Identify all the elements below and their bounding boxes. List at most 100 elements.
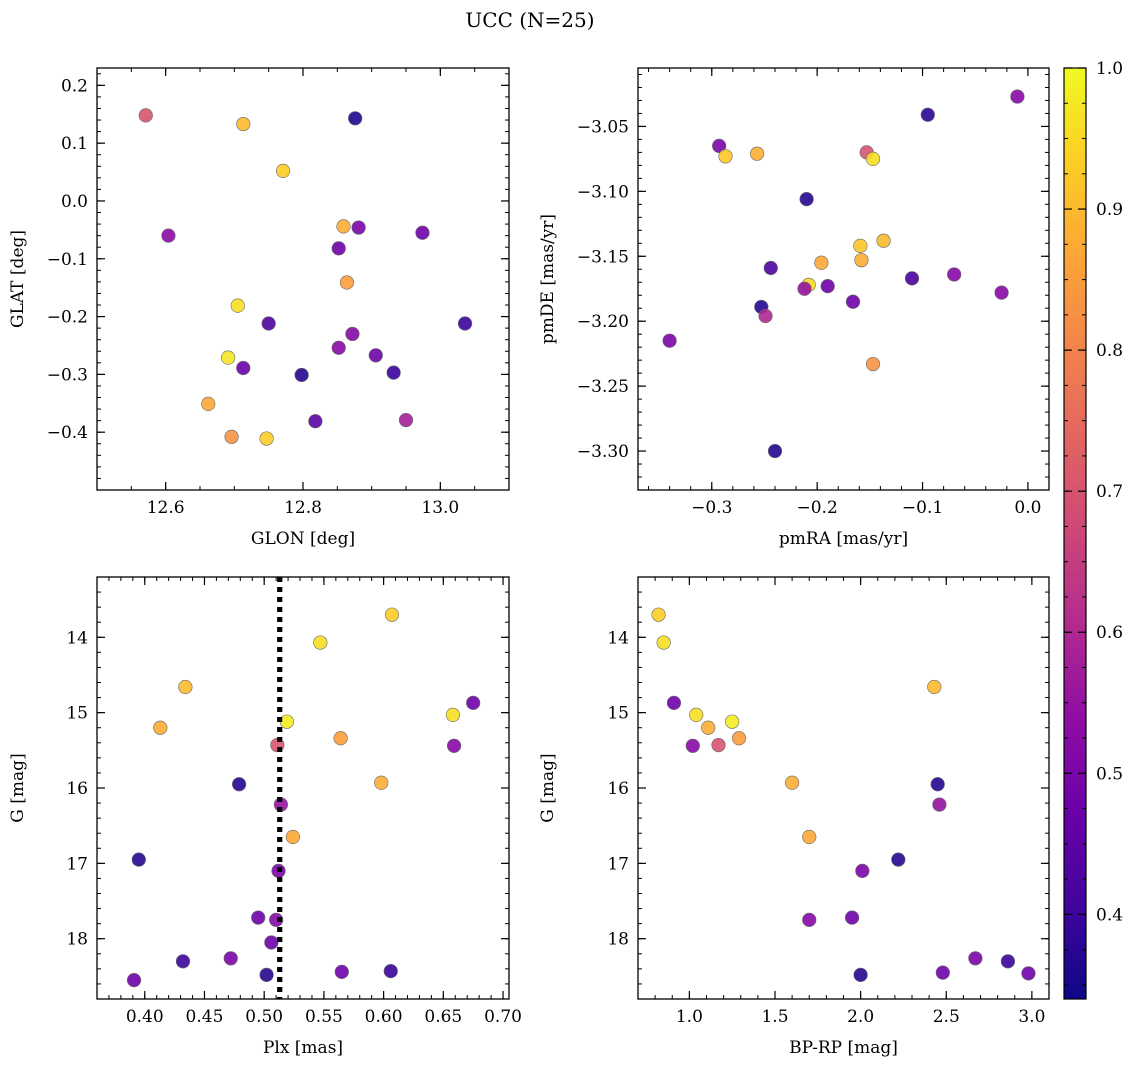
scatter-point (968, 951, 983, 966)
y-tick-label: −3.30 (577, 442, 629, 462)
scatter-point (308, 414, 323, 429)
y-tick-label: 14 (66, 628, 88, 648)
scatter-point (232, 777, 247, 792)
scatter-point (930, 777, 945, 792)
x-tick-label: 1.5 (761, 1007, 788, 1027)
x-tick-label: 2.5 (933, 1007, 960, 1027)
scatter-point (339, 275, 355, 290)
ticks (97, 576, 509, 1000)
scatter-point (221, 350, 236, 365)
scatter-point (445, 707, 460, 723)
scatter-point (368, 348, 383, 363)
scatter-point (259, 431, 274, 446)
y-axis-label: G [mag] (8, 753, 28, 822)
scatter-points (126, 577, 481, 999)
y-tick-label: 18 (66, 930, 88, 950)
scatter-point (767, 443, 783, 459)
y-tick-label: 18 (607, 930, 629, 950)
scatter-point (269, 912, 284, 927)
colorbar-tick-label: 0.7 (1096, 482, 1123, 502)
scatter-point (662, 333, 677, 348)
scatter-point (994, 285, 1009, 300)
scatter-point (865, 151, 881, 166)
scatter-point (384, 607, 400, 622)
scatter-point (285, 829, 300, 845)
scatter-point (230, 298, 245, 313)
panel-bprp-g: 1.0 1.5 2.0 2.5 3.0 14 15 16 17 18 BP-RP [mag] G [m… (538, 576, 1050, 1058)
scatter-point (331, 241, 346, 256)
y-tick-label: −0.3 (47, 365, 88, 385)
scatter-point (712, 138, 727, 154)
scatter-point (138, 108, 153, 123)
scatter-point (131, 852, 146, 867)
plot-frame (96, 67, 510, 491)
scatter-point (758, 308, 773, 324)
scatter-point (853, 238, 868, 253)
x-tick-label: 0.40 (126, 1007, 164, 1027)
scatter-point (275, 163, 291, 178)
scatter-point (904, 271, 920, 286)
y-tick-label: −0.2 (47, 308, 88, 328)
scatter-point (1010, 89, 1025, 104)
y-tick-label: 15 (66, 704, 88, 724)
panel-plx-g: 0.40 0.45 0.50 0.55 0.60 0.65 0.70 14 15 16 17 18 Pl… (8, 576, 522, 1058)
scatter-point (731, 731, 747, 746)
y-axis-label: pmDE [mas/yr] (538, 214, 558, 344)
x-tick-label: 0.65 (424, 1007, 462, 1027)
scatter-point (854, 253, 869, 268)
colorbar-tick-label: 0.6 (1096, 623, 1123, 643)
scatter-point (799, 192, 814, 207)
y-tick-label: −3.15 (577, 247, 629, 267)
colorbar-tick-label: 0.5 (1096, 764, 1123, 784)
y-tick-label: 17 (66, 854, 88, 874)
x-tick-label: 0.50 (245, 1007, 283, 1027)
x-tick-label: −0.3 (691, 498, 732, 518)
y-tick-label: 16 (607, 779, 629, 799)
plot-frame (637, 576, 1050, 1000)
scatter-point (223, 951, 238, 966)
scatter-point (802, 829, 817, 845)
x-tick-label: 13.0 (421, 498, 459, 518)
scatter-point (865, 356, 881, 372)
scatter-point (313, 635, 328, 650)
x-tick-label: 0.70 (484, 1007, 522, 1027)
scatter-point (891, 852, 906, 867)
scatter-point (876, 233, 891, 248)
scatter-point (336, 219, 351, 234)
panel-pmra-pmde: −0.3 −0.2 −0.1 0.0 −3.30 −3.25 −3.20 −3.15 −3.10… (538, 67, 1050, 549)
y-tick-label: −3.25 (577, 377, 629, 397)
scatter-point (201, 396, 216, 411)
y-tick-label: 0.0 (61, 192, 88, 212)
scatter-point (224, 429, 239, 444)
scatter-point (1000, 954, 1016, 969)
y-axis-label: G [mag] (538, 753, 558, 822)
x-axis-label: Plx [mas] (263, 1038, 343, 1058)
x-tick-label: 0.0 (1014, 498, 1041, 518)
scatter-point (685, 738, 700, 753)
scatter-point (802, 912, 817, 927)
scatter-point (457, 316, 473, 331)
y-tick-label: −0.1 (47, 250, 88, 270)
y-tick-label: 17 (607, 854, 629, 874)
scatter-point (920, 107, 935, 122)
scatter-point (178, 679, 193, 695)
scatter-point (259, 967, 274, 982)
x-tick-label: 0.55 (305, 1007, 343, 1027)
scatter-point (932, 797, 947, 812)
colorbar-tick-label: 0.8 (1096, 341, 1123, 361)
plot-frame (637, 67, 1050, 491)
scatter-point (161, 228, 176, 243)
scatter-point (264, 935, 279, 950)
scatter-point (334, 964, 349, 979)
y-tick-label: 14 (607, 628, 629, 648)
x-tick-label: −0.2 (797, 498, 838, 518)
scatter-point (153, 720, 168, 735)
y-tick-label: 15 (607, 704, 629, 724)
scatter-point (749, 146, 765, 161)
scatter-point (333, 731, 348, 746)
x-axis-label: BP-RP [mag] (789, 1038, 898, 1058)
scatter-point (814, 255, 829, 270)
x-tick-label: 0.60 (365, 1007, 403, 1027)
scatter-point (947, 267, 962, 282)
